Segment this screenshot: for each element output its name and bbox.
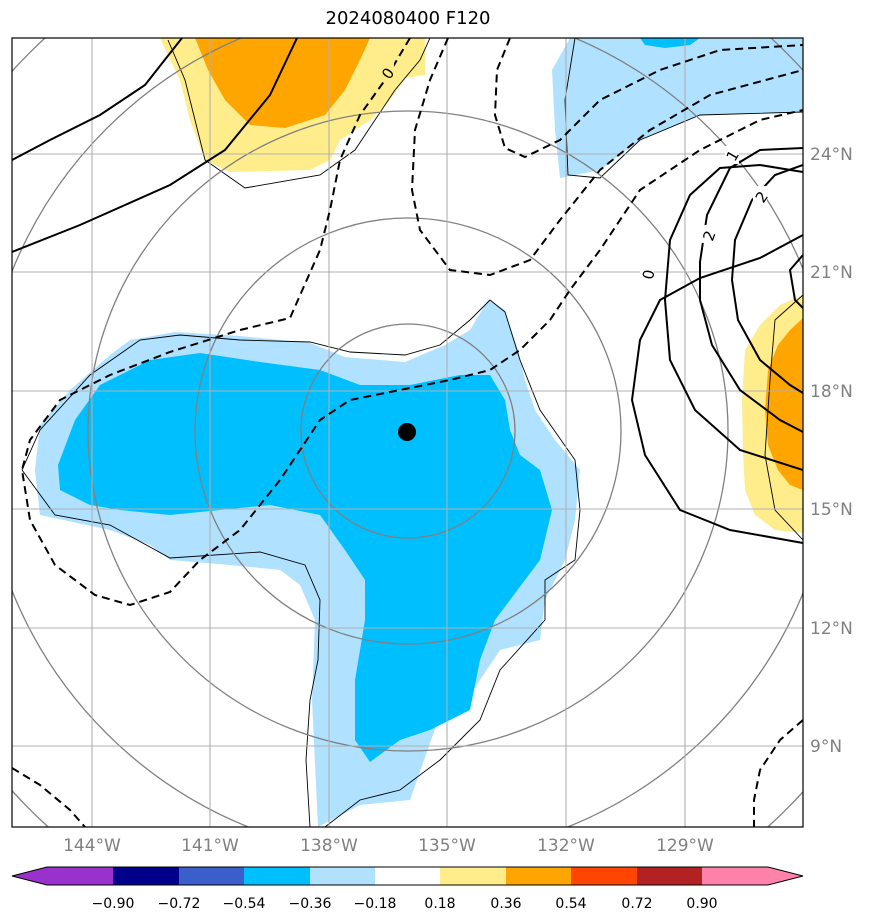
colorbar-segment <box>506 867 571 885</box>
colorbar-tick-label: 0.90 <box>686 896 717 912</box>
colorbar-segment <box>702 867 768 885</box>
lat-tick-label: 15°N <box>810 500 853 520</box>
colorbar-segment <box>571 867 637 885</box>
map-frame <box>11 37 804 828</box>
lon-tick-label: 129°W <box>656 836 714 856</box>
colorbar-tick-label: 0.54 <box>555 896 586 912</box>
lat-tick-label: 18°N <box>810 382 853 402</box>
colorbar-tick-label: 0.36 <box>490 896 521 912</box>
lon-tick-label: 138°W <box>300 836 358 856</box>
lon-tick-label: 144°W <box>63 836 121 856</box>
colorbar: −0.90 −0.72 −0.54 −0.36 −0.18 0.18 0.36 … <box>11 866 804 912</box>
lat-tick-label: 24°N <box>810 145 853 165</box>
chart-title: 2024080400 F120 <box>325 8 491 29</box>
storm-center-marker <box>398 423 416 441</box>
colorbar-tick-label: 0.72 <box>621 896 652 912</box>
longitude-labels: 144°W 141°W 138°W 135°W 132°W 129°W <box>63 836 714 856</box>
contour-label: 0 <box>639 268 658 281</box>
latitude-labels: 24°N 21°N 18°N 15°N 12°N 9°N <box>810 145 853 757</box>
colorbar-segment <box>375 867 440 885</box>
lon-tick-label: 141°W <box>181 836 239 856</box>
colorbar-tick-label: −0.18 <box>354 896 397 912</box>
colorbar-segment <box>179 867 244 885</box>
colorbar-segment <box>637 867 702 885</box>
colorbar-tick-label: −0.54 <box>223 896 266 912</box>
positive-contours <box>12 38 803 544</box>
colorbar-segment <box>113 867 179 885</box>
colorbar-tick-label: −0.90 <box>92 896 135 912</box>
lon-tick-label: 132°W <box>537 836 595 856</box>
lat-tick-label: 12°N <box>810 619 853 639</box>
colorbar-segment <box>440 867 506 885</box>
graticule <box>12 38 803 827</box>
negative-contours <box>12 38 803 827</box>
cold-region-northeast-light <box>552 38 803 178</box>
colorbar-tick-label: −0.36 <box>289 896 332 912</box>
warm-region-east <box>765 318 803 490</box>
colorbar-segment <box>244 867 310 885</box>
shading <box>35 38 803 827</box>
colorbar-tick-label: 0.18 <box>424 896 455 912</box>
colorbar-extend-low <box>12 867 47 885</box>
contour-labels: 0 0 1 2 2 <box>378 62 772 282</box>
colorbar-tick-label: −0.72 <box>158 896 201 912</box>
lat-tick-label: 21°N <box>810 263 853 283</box>
colorbar-extend-high <box>768 867 803 885</box>
lon-tick-label: 135°W <box>418 836 476 856</box>
colorbar-segment <box>310 867 375 885</box>
colorbar-outline <box>11 866 804 886</box>
colorbar-segment <box>47 867 113 885</box>
warm-region-north <box>195 38 370 128</box>
lat-tick-label: 9°N <box>810 737 842 757</box>
cold-region-central <box>58 353 552 762</box>
thin-contours <box>21 38 803 827</box>
